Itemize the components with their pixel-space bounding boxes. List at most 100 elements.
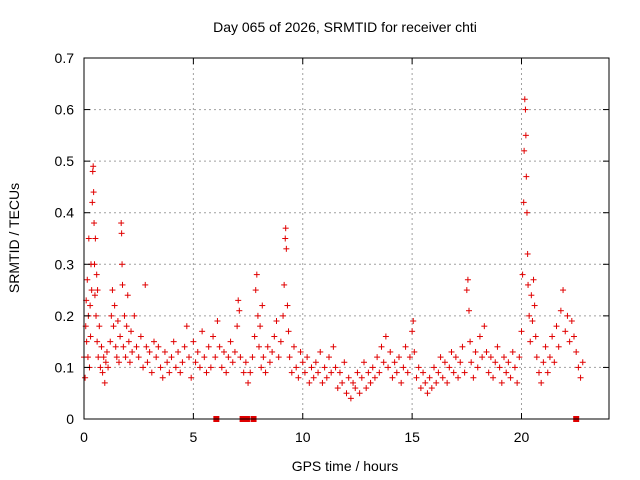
data-point <box>143 343 150 350</box>
data-point <box>113 354 120 361</box>
data-point <box>452 354 459 361</box>
data-point <box>376 369 383 376</box>
plot-frame <box>83 57 610 420</box>
data-point <box>577 374 584 381</box>
data-point <box>549 333 556 340</box>
data-point <box>464 276 471 283</box>
data-point <box>92 235 99 242</box>
data-point <box>441 359 448 366</box>
data-point <box>135 354 142 361</box>
data-point <box>439 374 446 381</box>
data-point <box>229 359 236 366</box>
data-point <box>468 359 475 366</box>
y-tick-label: 0.5 <box>55 153 75 169</box>
data-point <box>345 374 352 381</box>
data-point <box>223 369 230 376</box>
grid-lines <box>84 58 609 419</box>
data-point <box>361 359 367 366</box>
data-point <box>118 230 125 237</box>
y-tick-label: 0.2 <box>55 308 75 324</box>
data-point <box>237 354 244 361</box>
data-point <box>540 359 547 366</box>
data-point <box>323 374 330 381</box>
data-point <box>530 276 537 283</box>
data-point <box>153 354 160 361</box>
data-point <box>420 369 427 376</box>
data-point <box>571 333 577 340</box>
data-point <box>293 364 300 371</box>
data-point <box>124 292 131 299</box>
data-point <box>236 307 243 314</box>
x-tick-label: 0 <box>80 429 88 445</box>
data-point <box>295 374 302 381</box>
data-point <box>280 312 287 319</box>
data-point <box>288 369 295 376</box>
data-point <box>252 287 259 294</box>
data-point <box>254 312 261 319</box>
data-point <box>467 338 474 345</box>
data-point <box>533 354 540 361</box>
data-point <box>317 348 324 355</box>
data-point <box>542 343 549 350</box>
data-point <box>520 199 527 206</box>
data-point <box>240 369 247 376</box>
data-point <box>97 364 104 371</box>
data-point <box>205 343 212 350</box>
data-point <box>575 364 582 371</box>
data-point <box>531 302 538 309</box>
data-point <box>257 323 264 330</box>
data-point <box>557 307 564 314</box>
data-point <box>509 348 516 355</box>
data-point <box>387 348 394 355</box>
data-point <box>494 343 501 350</box>
data-point <box>528 292 535 299</box>
data-point <box>562 328 569 335</box>
data-point <box>196 364 203 371</box>
data-point <box>269 348 276 355</box>
data-point <box>170 338 177 345</box>
data-point <box>266 359 273 366</box>
x-tick-label: 10 <box>295 429 311 445</box>
data-point <box>107 338 114 345</box>
y-tick-label: 0.1 <box>55 359 75 375</box>
data-point <box>90 163 97 170</box>
data-point <box>564 312 571 319</box>
data-point <box>103 348 110 355</box>
data-point <box>110 323 117 330</box>
data-point <box>282 235 289 242</box>
data-point <box>164 359 171 366</box>
data-point <box>332 364 339 371</box>
data-point <box>247 369 254 376</box>
data-point <box>119 261 126 268</box>
data-point <box>282 225 289 232</box>
data-points <box>81 96 586 422</box>
data-point <box>183 323 190 330</box>
data-point <box>380 359 387 366</box>
data-point <box>111 302 118 309</box>
data-point <box>356 390 363 397</box>
data-point <box>523 209 530 216</box>
data-point <box>142 281 149 288</box>
data-point <box>319 379 326 386</box>
data-point <box>273 318 280 325</box>
data-point <box>168 354 175 361</box>
data-point <box>105 364 112 371</box>
data-point <box>271 333 278 340</box>
data-point <box>284 302 291 309</box>
data-point <box>99 369 106 376</box>
data-point <box>431 364 437 371</box>
data-point <box>275 354 282 361</box>
data-point <box>404 369 411 376</box>
y-tick-labels: 0 0.1 0.2 0.3 0.4 0.5 0.6 0.7 <box>55 50 75 427</box>
data-point <box>175 348 182 355</box>
data-point <box>315 369 322 376</box>
data-point <box>354 369 361 376</box>
data-point <box>98 343 105 350</box>
data-point <box>85 235 92 242</box>
data-point <box>339 379 346 386</box>
data-point <box>109 287 116 294</box>
data-point <box>336 369 343 376</box>
data-point <box>553 323 560 330</box>
data-point <box>525 281 532 288</box>
data-point <box>446 364 453 371</box>
